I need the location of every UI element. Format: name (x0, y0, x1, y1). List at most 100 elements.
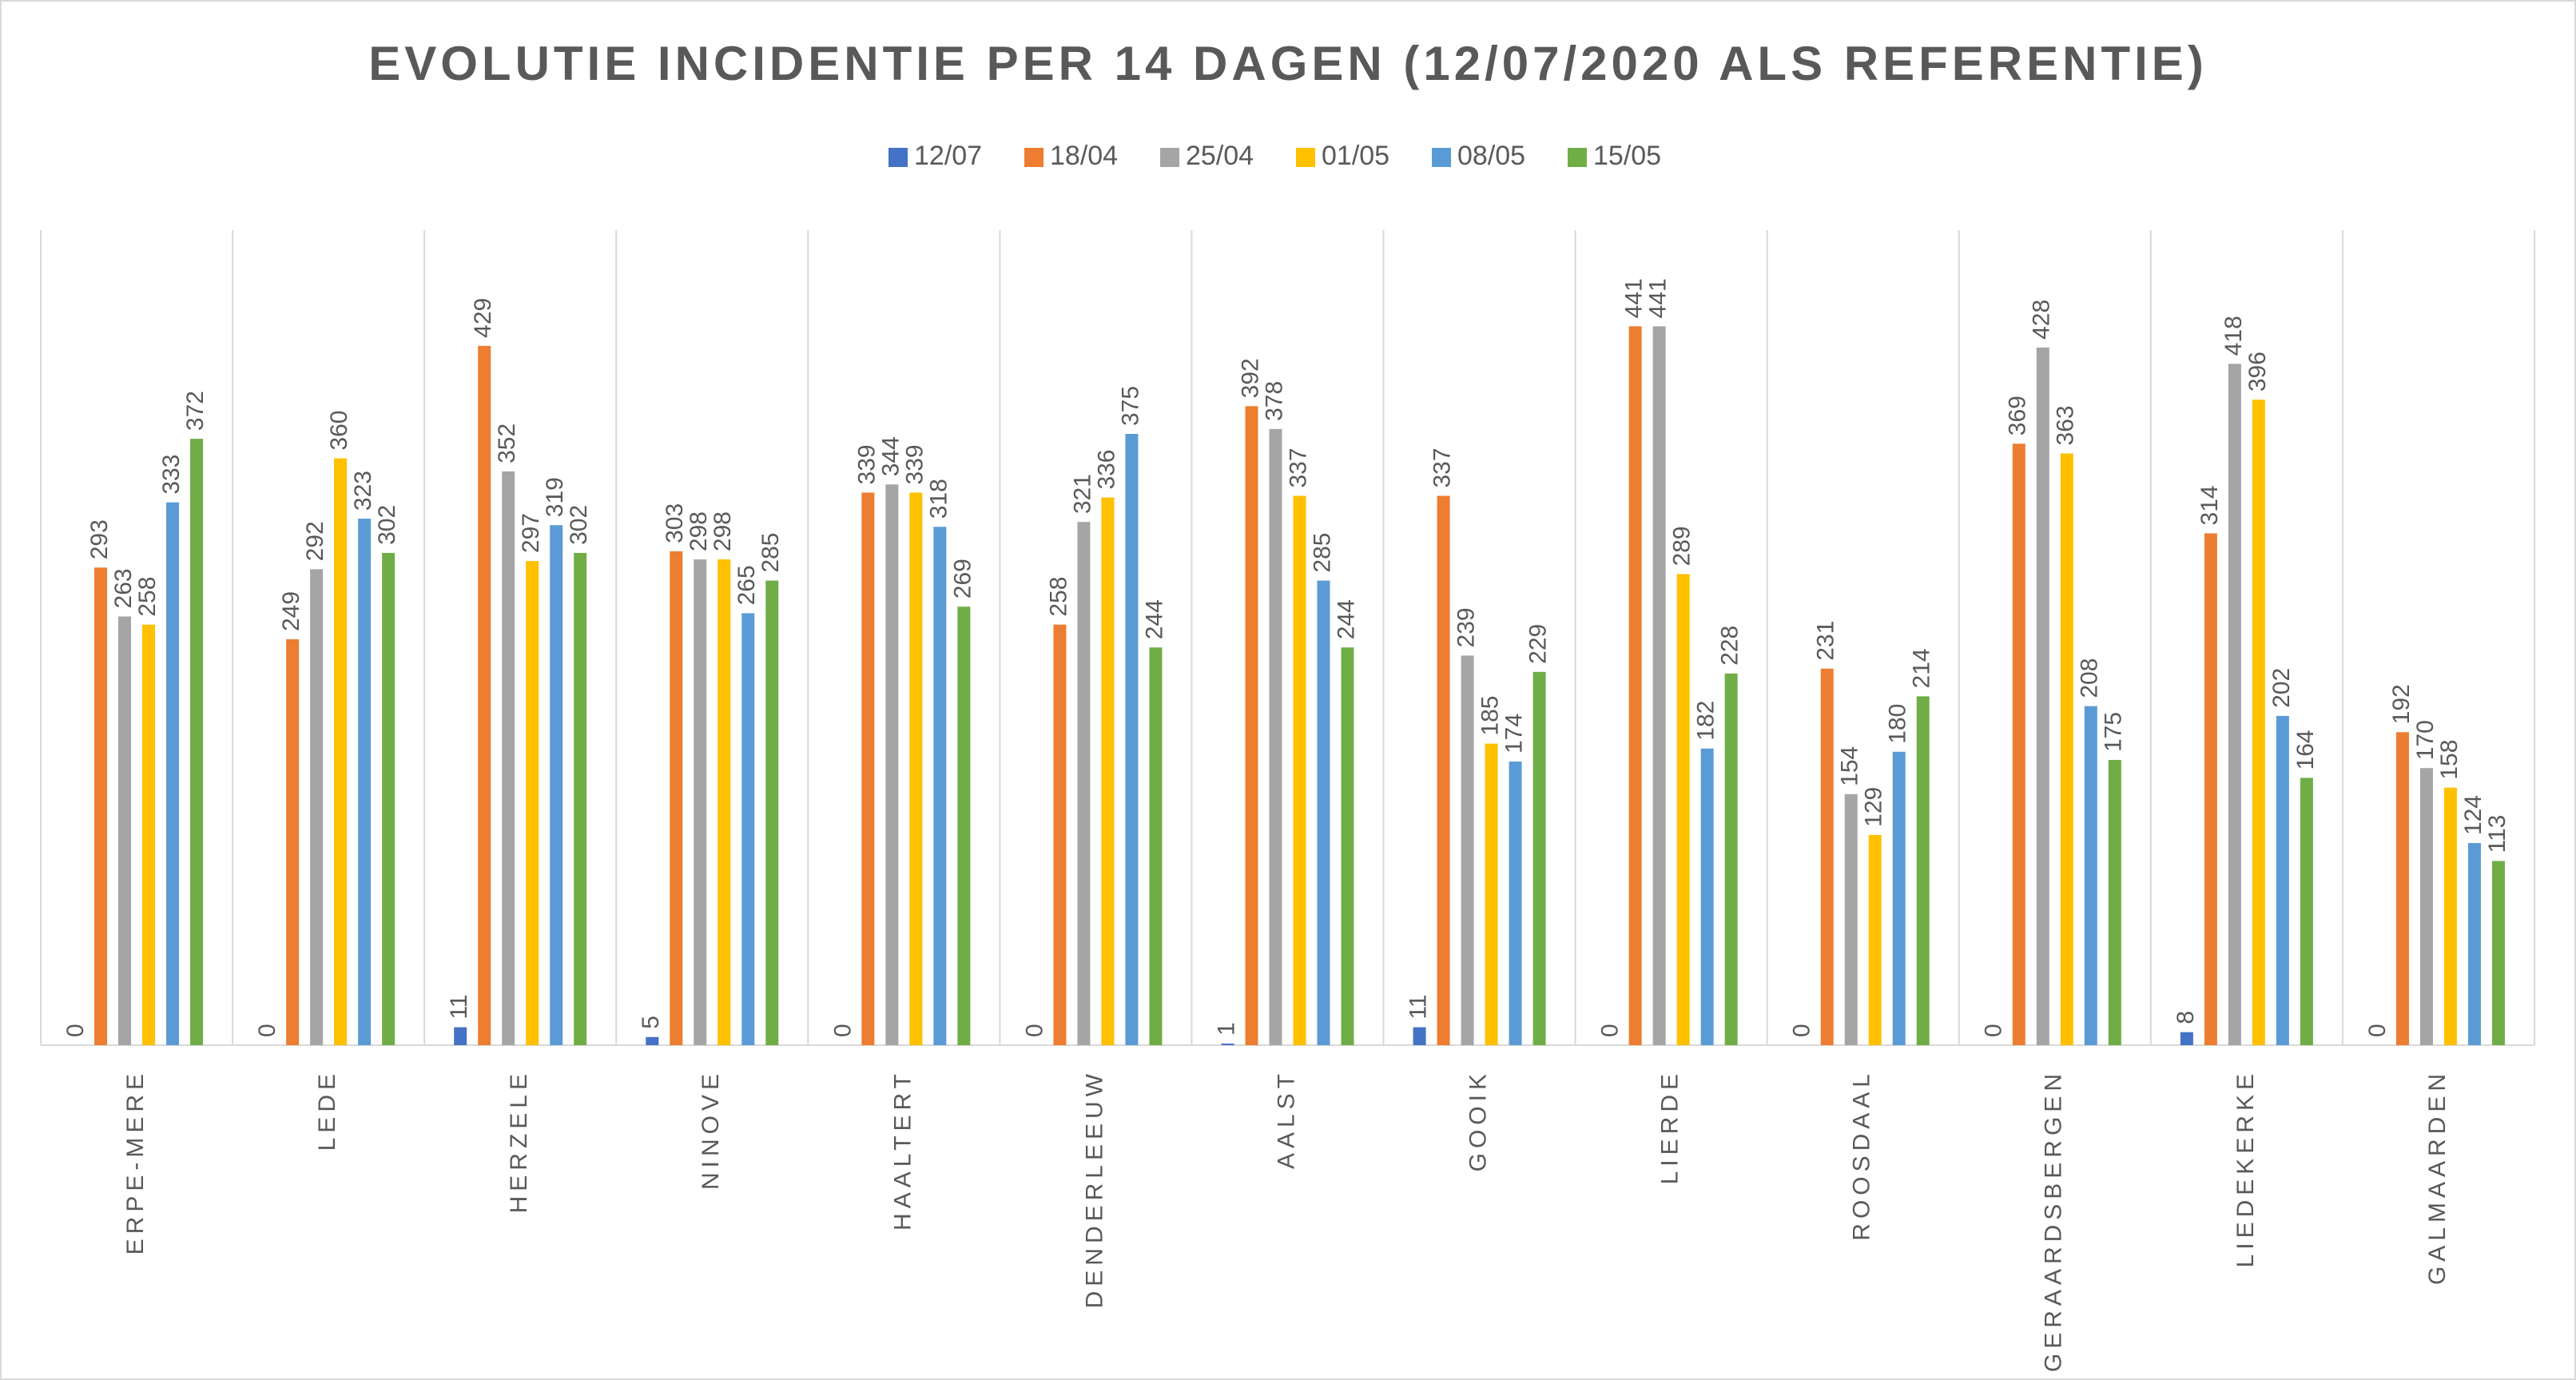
data-label: 0 (1981, 1024, 2007, 1037)
data-label: 302 (566, 505, 592, 545)
bar (1101, 497, 1115, 1045)
bar (1317, 580, 1330, 1045)
bar (1077, 522, 1091, 1045)
data-label: 202 (2268, 668, 2295, 708)
bar (2252, 400, 2265, 1045)
data-label: 174 (1501, 714, 1527, 754)
bar (118, 616, 132, 1045)
bar (2395, 732, 2409, 1045)
bar (2180, 1032, 2193, 1045)
bar (1916, 696, 1930, 1045)
bar (2276, 715, 2289, 1045)
x-tick-label: AALST (1273, 1069, 1299, 1169)
data-label: 11 (446, 994, 472, 1019)
data-label: 378 (1261, 381, 1287, 421)
data-label: 154 (1837, 746, 1863, 786)
legend-label: 08/05 (1457, 141, 1525, 171)
bar (142, 624, 156, 1045)
data-label: 214 (1909, 648, 1935, 688)
data-label: 244 (1141, 599, 1167, 639)
bar (885, 484, 899, 1045)
legend-label: 15/05 (1593, 141, 1661, 171)
bar (1868, 834, 1882, 1045)
data-label: 298 (710, 511, 736, 551)
data-label: 228 (1717, 626, 1743, 666)
data-label: 269 (949, 559, 976, 599)
bar (1149, 647, 1163, 1045)
bar (1461, 655, 1474, 1045)
data-label: 297 (518, 513, 544, 553)
bar (454, 1027, 467, 1045)
bar (1820, 668, 1834, 1045)
bar (1245, 406, 1258, 1045)
x-tick-label: DENDERLEEUW (1081, 1069, 1107, 1308)
data-label: 239 (1453, 607, 1479, 647)
bar (2036, 347, 2049, 1045)
bar (741, 613, 755, 1045)
data-label: 363 (2053, 405, 2079, 445)
bar (1724, 673, 1738, 1045)
bar (1413, 1027, 1426, 1045)
data-label: 124 (2460, 795, 2487, 835)
data-label: 249 (278, 591, 304, 631)
bar (382, 552, 396, 1045)
legend-swatch (1024, 148, 1044, 167)
data-label: 319 (542, 477, 568, 517)
data-label: 1 (1213, 1022, 1239, 1036)
bar (2443, 787, 2457, 1045)
data-label: 298 (686, 511, 712, 551)
bar (2012, 443, 2025, 1045)
bar (1125, 434, 1139, 1045)
data-label: 185 (1477, 696, 1503, 736)
bar (286, 639, 300, 1045)
data-label: 0 (1789, 1024, 1815, 1037)
data-label: 11 (1405, 994, 1431, 1019)
bar (334, 458, 348, 1045)
bar (1221, 1043, 1234, 1045)
data-label: 336 (1093, 449, 1119, 489)
data-label: 208 (2077, 658, 2103, 698)
bar (574, 552, 587, 1045)
data-label: 337 (1285, 447, 1311, 487)
x-tick-label: ERPE-MERE (122, 1069, 149, 1255)
bar (2084, 706, 2097, 1045)
bar (1293, 495, 1306, 1045)
bar (502, 471, 515, 1045)
bar (2204, 533, 2217, 1045)
data-label: 258 (134, 577, 161, 617)
bar (2060, 453, 2073, 1045)
data-label: 293 (86, 519, 113, 559)
data-label: 0 (1021, 1024, 1047, 1037)
bar (694, 559, 707, 1045)
bar (1053, 624, 1067, 1045)
bar (1700, 748, 1714, 1045)
bar (861, 492, 875, 1045)
data-label: 441 (1621, 278, 1648, 318)
x-tick-label: GALMAARDEN (2424, 1069, 2451, 1285)
data-label: 339 (901, 444, 928, 484)
data-label: 263 (110, 568, 137, 608)
bar (1892, 751, 1906, 1045)
data-label: 285 (757, 533, 784, 573)
data-label: 369 (2005, 396, 2031, 435)
bar (1628, 326, 1642, 1045)
data-label: 292 (302, 521, 328, 561)
bar (957, 606, 971, 1045)
bar (2228, 364, 2241, 1045)
data-label: 289 (1669, 526, 1695, 566)
x-tick-label: HAALTERT (889, 1069, 916, 1231)
x-tick-label: ROOSDAAL (1849, 1069, 1875, 1241)
bar (2108, 760, 2121, 1045)
data-label: 323 (350, 471, 376, 511)
bar (94, 567, 108, 1045)
data-label: 229 (1525, 624, 1551, 664)
data-label: 396 (2244, 352, 2271, 392)
data-label: 392 (1237, 358, 1263, 398)
bar (478, 345, 491, 1046)
legend-swatch (1160, 148, 1179, 167)
data-label: 182 (1693, 701, 1719, 741)
data-label: 339 (853, 444, 880, 484)
bar (1485, 743, 1498, 1045)
bar (526, 561, 539, 1045)
